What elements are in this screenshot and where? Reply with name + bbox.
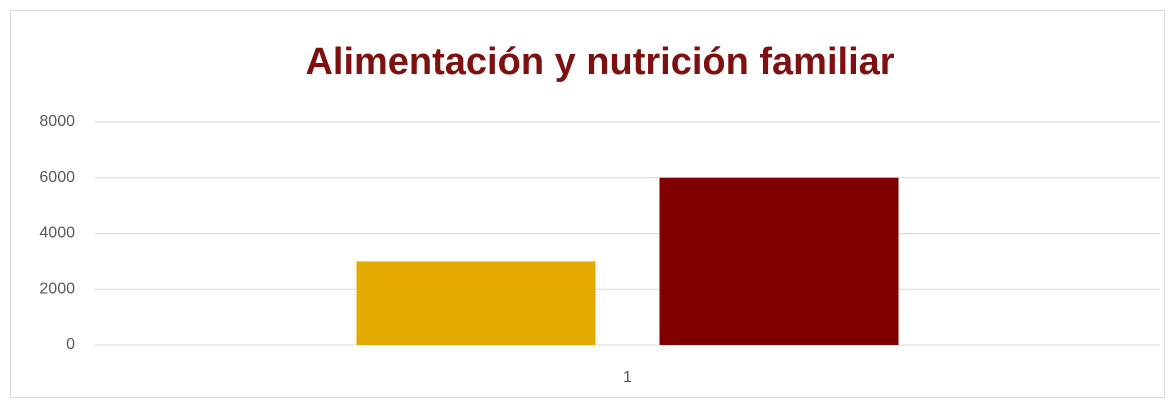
- y-tick-label: 8000: [39, 113, 75, 130]
- chart-title: Alimentación y nutrición familiar: [305, 41, 894, 83]
- bar: [659, 177, 899, 345]
- x-tick-label: 1: [623, 369, 632, 386]
- y-tick-label: 6000: [39, 169, 75, 186]
- bar: [356, 261, 596, 345]
- y-tick-label: 4000: [39, 225, 75, 242]
- y-tick-label: 2000: [39, 280, 75, 297]
- y-tick-label: 0: [66, 336, 75, 353]
